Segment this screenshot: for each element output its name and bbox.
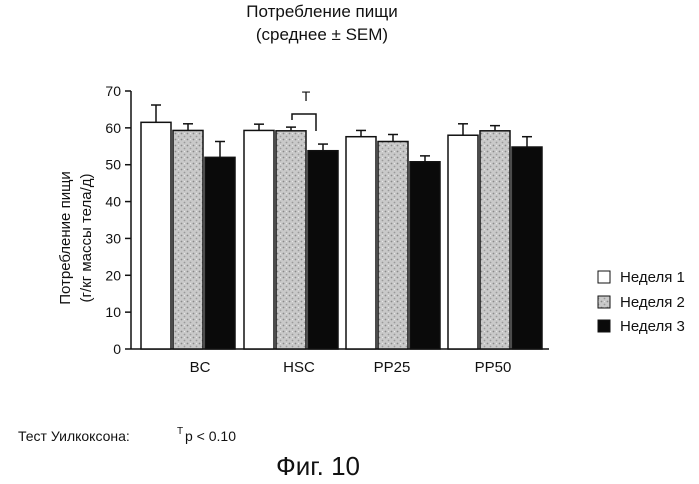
x-category-label: PP25 xyxy=(374,359,411,376)
y-tick-label: 70 xyxy=(105,83,121,99)
y-axis-ticks: 0 10 20 30 40 50 60 70 xyxy=(105,83,131,357)
y-axis-label: Потребление пищи xyxy=(57,171,74,305)
bar-week1 xyxy=(141,122,171,349)
legend: Неделя 1 Неделя 2 Неделя 3 xyxy=(598,269,685,335)
bar-week3 xyxy=(205,157,235,349)
y-axis-unit: (г/кг массы тела/д) xyxy=(78,174,95,303)
y-tick-label: 10 xyxy=(105,304,121,320)
significance-label: T xyxy=(302,88,311,104)
bar-week3 xyxy=(512,147,542,349)
significance-bracket xyxy=(292,114,316,131)
footnote-superscript: T xyxy=(177,426,183,437)
bar-week3 xyxy=(410,162,440,349)
legend-swatch-week1 xyxy=(598,271,610,283)
y-tick-label: 20 xyxy=(105,267,121,283)
y-tick-label: 30 xyxy=(105,230,121,246)
x-axis-categories: BC HSC PP25 PP50 xyxy=(190,359,512,376)
legend-label-week2: Неделя 2 xyxy=(620,294,685,311)
bar-week1 xyxy=(244,130,274,349)
bar-week2 xyxy=(173,130,203,349)
x-category-label: BC xyxy=(190,359,211,376)
footnote-label: Тест Уилкоксона: xyxy=(18,428,130,444)
x-category-label: HSC xyxy=(283,359,315,376)
bars xyxy=(141,105,542,349)
y-tick-label: 60 xyxy=(105,120,121,136)
figure-caption: Фиг. 10 xyxy=(276,451,360,481)
y-tick-label: 0 xyxy=(113,341,121,357)
chart-title: Потребление пищи xyxy=(246,2,397,21)
significance-annotation: T xyxy=(292,88,316,131)
y-tick-label: 40 xyxy=(105,194,121,210)
bar-week2 xyxy=(276,131,306,349)
footnote: Тест Уилкоксона: T p < 0.10 xyxy=(18,426,236,444)
legend-swatch-week2 xyxy=(598,296,610,308)
y-tick-label: 50 xyxy=(105,157,121,173)
bar-week3 xyxy=(308,151,338,349)
bar-week1 xyxy=(346,137,376,349)
legend-swatch-week3 xyxy=(598,320,610,332)
bar-week2 xyxy=(378,141,408,349)
legend-label-week1: Неделя 1 xyxy=(620,269,685,286)
footnote-text: p < 0.10 xyxy=(185,428,236,444)
bar-week2 xyxy=(480,131,510,349)
legend-label-week3: Неделя 3 xyxy=(620,318,685,335)
x-category-label: PP50 xyxy=(475,359,512,376)
bar-week1 xyxy=(448,135,478,349)
chart-subtitle: (среднее ± SEM) xyxy=(256,25,388,44)
